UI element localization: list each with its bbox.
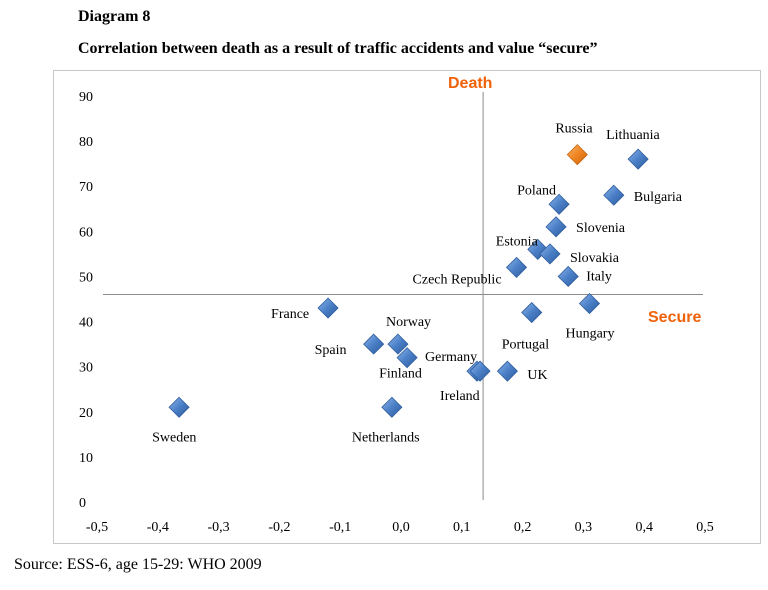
x-tick-label: 0,3: [575, 520, 593, 535]
point-poland: [548, 193, 570, 215]
x-tick-label: 0,4: [635, 520, 653, 535]
y-axis-ticks: 0 10 20 30 40 50 60 70 80 90: [79, 90, 93, 511]
label-portugal: Portugal: [502, 338, 550, 353]
label-norway: Norway: [386, 315, 431, 330]
source-note: Source: ESS-6, age 15-29: WHO 2009: [14, 556, 262, 573]
x-tick-label: -0,3: [208, 520, 230, 535]
y-tick-label: 80: [79, 135, 93, 150]
point-slovakia: [539, 243, 561, 265]
y-tick-label: 50: [79, 270, 93, 285]
label-ireland: Ireland: [440, 389, 480, 404]
label-bulgaria: Bulgaria: [634, 190, 683, 205]
x-tick-label: -0,4: [147, 520, 169, 535]
label-lithuania: Lithuania: [606, 128, 660, 143]
label-sweden: Sweden: [152, 430, 196, 445]
y-tick-label: 30: [79, 361, 93, 376]
y-tick-label: 40: [79, 316, 93, 331]
label-czech-republic: Czech Republic: [413, 272, 502, 287]
label-poland: Poland: [517, 183, 556, 198]
point-hungary: [578, 292, 601, 315]
diagram-label: Diagram 8: [78, 8, 151, 25]
label-uk: UK: [527, 368, 547, 383]
x-axis-ticks: -0,5 -0,4 -0,3 -0,2 -0,1 0,0 0,1 0,2 0,3 0,4 0,5: [86, 520, 714, 535]
point-spain: [363, 333, 385, 355]
point-italy: [557, 265, 579, 288]
plot-frame: [53, 70, 761, 544]
point-russia: [566, 144, 588, 166]
point-czech-republic: [505, 256, 528, 278]
label-france: France: [271, 307, 309, 322]
point-slovenia: [545, 216, 567, 238]
label-finland: Finland: [379, 367, 422, 382]
y-tick-label: 20: [79, 406, 93, 421]
x-tick-label: -0,2: [268, 520, 290, 535]
label-slovakia: Slovakia: [570, 251, 620, 266]
label-italy: Italy: [586, 269, 612, 284]
x-tick-label: 0,5: [696, 520, 714, 535]
x-tick-label: -0,5: [86, 520, 108, 535]
point-portugal: [521, 301, 543, 324]
x-tick-label: 0,2: [514, 520, 532, 535]
point-bulgaria: [603, 184, 625, 206]
label-germany: Germany: [425, 350, 477, 365]
point-france: [317, 297, 339, 319]
y-tick-label: 10: [79, 451, 93, 466]
x-tick-label: 0,1: [453, 520, 471, 535]
point-finland: [396, 347, 418, 369]
point-lithuania: [627, 148, 649, 170]
label-spain: Spain: [315, 343, 347, 358]
x-axis-name: Secure: [648, 309, 701, 326]
point-labels: Russia Lithuania Bulgaria Poland Slovenia Est…: [152, 122, 683, 446]
point-norway: [387, 333, 409, 355]
chart-title: Correlation between death as a result of…: [78, 40, 598, 57]
x-tick-label: -0,1: [329, 520, 351, 535]
y-tick-label: 70: [79, 180, 93, 195]
y-tick-label: 90: [79, 90, 93, 105]
label-estonia: Estonia: [496, 234, 539, 249]
label-netherlands: Netherlands: [352, 430, 420, 445]
data-points: [168, 144, 649, 418]
label-hungary: Hungary: [565, 327, 614, 342]
y-tick-label: 60: [79, 225, 93, 240]
point-ireland: [469, 360, 491, 382]
quadrant-lines: [103, 92, 703, 500]
point-netherlands: [381, 396, 403, 418]
point-uk: [496, 360, 518, 382]
label-russia: Russia: [555, 122, 593, 137]
point-sweden: [168, 396, 190, 418]
y-axis-name: Death: [448, 75, 492, 92]
x-tick-label: 0,0: [392, 520, 410, 535]
y-tick-label: 0: [79, 496, 86, 511]
label-slovenia: Slovenia: [576, 221, 626, 236]
